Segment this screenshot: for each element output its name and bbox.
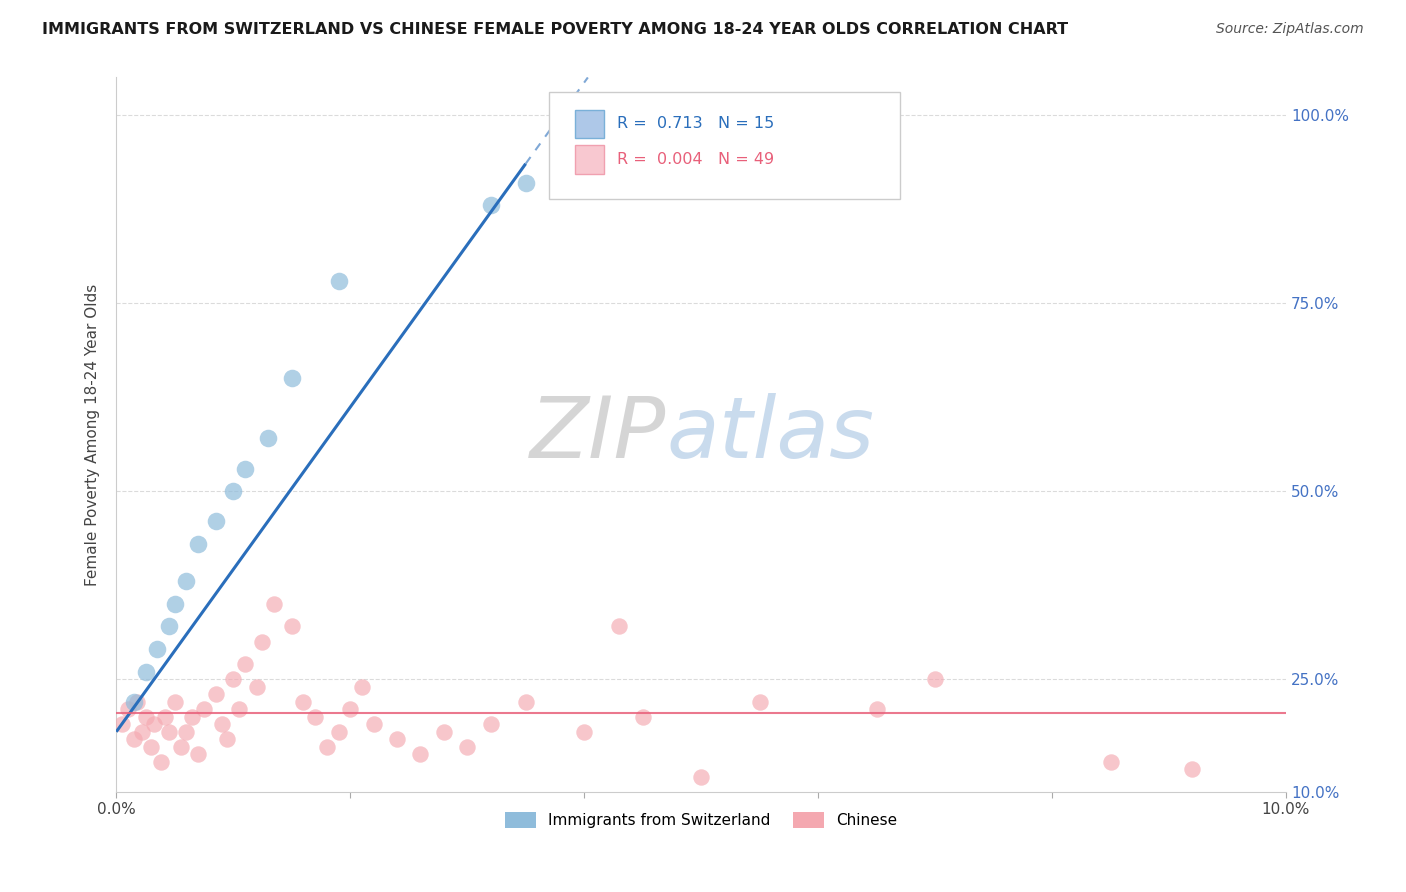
Point: [363, 717, 385, 731]
Point: [131, 724, 153, 739]
Point: [280, 371, 302, 385]
Point: [263, 597, 285, 611]
Point: [479, 198, 502, 212]
Point: [204, 687, 226, 701]
Point: [456, 739, 478, 754]
Point: [193, 702, 215, 716]
Point: [252, 634, 274, 648]
Point: [187, 537, 209, 551]
Point: [163, 695, 186, 709]
Point: [233, 461, 256, 475]
Point: [515, 695, 537, 709]
Point: [122, 732, 145, 747]
Point: [163, 597, 186, 611]
Legend: Immigrants from Switzerland, Chinese: Immigrants from Switzerland, Chinese: [499, 806, 903, 834]
Text: R =  0.004   N = 49: R = 0.004 N = 49: [617, 153, 775, 167]
Point: [111, 717, 134, 731]
Text: IMMIGRANTS FROM SWITZERLAND VS CHINESE FEMALE POVERTY AMONG 18-24 YEAR OLDS CORR: IMMIGRANTS FROM SWITZERLAND VS CHINESE F…: [42, 22, 1069, 37]
Point: [607, 619, 630, 633]
Point: [233, 657, 256, 672]
Bar: [575, 145, 605, 174]
Point: [409, 747, 432, 762]
Point: [304, 710, 326, 724]
Point: [328, 273, 350, 287]
Point: [217, 732, 239, 747]
Point: [479, 717, 502, 731]
Point: [141, 739, 163, 754]
Text: R =  0.713   N = 15: R = 0.713 N = 15: [617, 116, 775, 131]
Point: [385, 732, 408, 747]
Point: [280, 619, 302, 633]
Point: [1099, 755, 1122, 769]
Point: [155, 710, 177, 724]
Point: [176, 724, 198, 739]
Point: [157, 619, 180, 633]
Bar: [575, 110, 605, 138]
Point: [187, 747, 209, 762]
Point: [292, 695, 315, 709]
Point: [690, 770, 713, 784]
Text: Source: ZipAtlas.com: Source: ZipAtlas.com: [1216, 22, 1364, 37]
Point: [222, 672, 245, 686]
Point: [924, 672, 946, 686]
Point: [228, 702, 250, 716]
Point: [748, 695, 770, 709]
Point: [134, 710, 156, 724]
Point: [149, 755, 172, 769]
Point: [146, 642, 169, 657]
Point: [181, 710, 204, 724]
Point: [157, 724, 180, 739]
Point: [134, 665, 156, 679]
Text: ZIP: ZIP: [530, 393, 666, 476]
Point: [328, 724, 350, 739]
Point: [127, 695, 149, 709]
Point: [865, 702, 887, 716]
Point: [211, 717, 233, 731]
Point: [142, 717, 165, 731]
Point: [350, 680, 373, 694]
Y-axis label: Female Poverty Among 18-24 Year Olds: Female Poverty Among 18-24 Year Olds: [86, 284, 100, 586]
Point: [169, 739, 191, 754]
Point: [176, 574, 198, 589]
Point: [257, 432, 280, 446]
Point: [204, 514, 226, 528]
Point: [222, 484, 245, 499]
Point: [631, 710, 654, 724]
Point: [117, 702, 139, 716]
Text: atlas: atlas: [666, 393, 875, 476]
Point: [572, 724, 595, 739]
Point: [339, 702, 361, 716]
Point: [315, 739, 337, 754]
Point: [122, 695, 145, 709]
Point: [515, 176, 537, 190]
FancyBboxPatch shape: [550, 92, 900, 199]
Point: [1181, 763, 1204, 777]
Point: [246, 680, 269, 694]
Point: [433, 724, 456, 739]
